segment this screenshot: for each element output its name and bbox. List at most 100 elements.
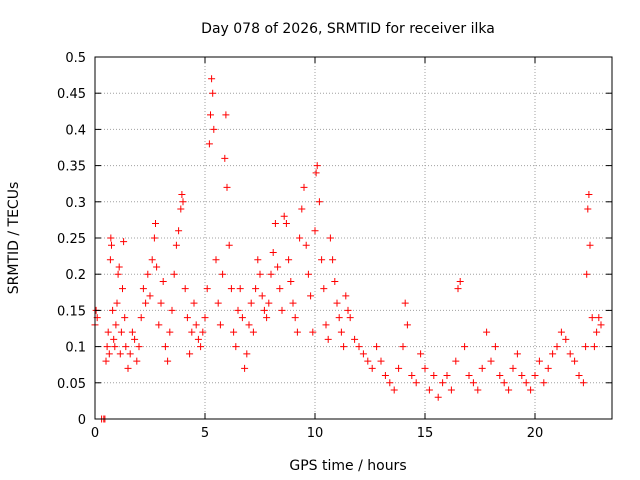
data-point: [333, 299, 341, 307]
data-point: [133, 357, 141, 365]
data-point: [104, 328, 112, 336]
data-point: [315, 198, 323, 206]
data-point: [227, 285, 235, 293]
data-point: [212, 256, 220, 264]
data-point: [177, 205, 185, 213]
data-point: [300, 183, 308, 191]
data-point: [478, 364, 486, 372]
y-tick-label: 0.05: [57, 377, 86, 392]
y-tick-label: 0.3: [65, 196, 86, 211]
data-point: [109, 306, 117, 314]
data-point: [377, 357, 385, 365]
data-point: [172, 241, 180, 249]
data-point: [108, 241, 115, 249]
data-point: [381, 372, 389, 380]
data-point: [128, 328, 136, 336]
data-point: [390, 386, 398, 394]
data-point: [562, 335, 570, 343]
data-point: [197, 343, 205, 351]
data-point: [139, 285, 147, 293]
data-point: [152, 220, 159, 228]
data-point: [221, 154, 229, 162]
data-point: [280, 212, 288, 220]
data-point: [287, 277, 295, 285]
data-point: [456, 277, 464, 285]
data-point: [386, 379, 394, 387]
data-point: [267, 270, 275, 278]
data-point: [355, 343, 363, 351]
data-point: [144, 270, 152, 278]
data-point: [263, 314, 271, 322]
x-tick-label: 10: [307, 426, 324, 441]
data-point: [117, 328, 125, 336]
data-point: [254, 256, 262, 264]
data-point: [190, 299, 198, 307]
data-point: [179, 198, 187, 206]
data-point: [318, 256, 326, 264]
data-point: [192, 321, 200, 329]
data-point: [575, 372, 583, 380]
data-point: [346, 314, 354, 322]
data-point: [111, 343, 119, 351]
data-point: [225, 241, 233, 249]
data-point: [298, 205, 306, 213]
data-point: [236, 285, 244, 293]
data-point: [234, 306, 242, 314]
y-tick-label: 0.4: [65, 123, 86, 138]
data-point: [121, 314, 129, 322]
data-point: [232, 343, 240, 351]
data-point: [274, 263, 282, 271]
data-point: [571, 357, 579, 365]
data-point: [452, 357, 460, 365]
data-point: [518, 372, 526, 380]
data-point: [465, 372, 473, 380]
data-point: [245, 321, 253, 329]
data-point: [344, 306, 352, 314]
data-point: [289, 299, 297, 307]
data-point: [454, 285, 462, 293]
data-point: [496, 372, 504, 380]
data-point: [247, 299, 255, 307]
data-point: [373, 343, 381, 351]
data-point: [131, 335, 139, 343]
data-point: [276, 285, 284, 293]
data-point: [527, 386, 535, 394]
data-point: [368, 364, 376, 372]
y-tick-label: 0.2: [65, 268, 86, 283]
data-point: [326, 234, 334, 242]
data-point: [335, 314, 343, 322]
data-point: [203, 285, 211, 293]
data-point: [170, 270, 178, 278]
data-point: [115, 263, 123, 271]
data-point: [364, 357, 372, 365]
data-point: [135, 343, 143, 351]
data-point: [119, 285, 126, 293]
data-point: [285, 256, 293, 264]
data-point: [126, 350, 134, 358]
data-point: [403, 321, 411, 329]
data-point: [155, 321, 163, 329]
data-point: [585, 191, 593, 199]
data-point: [105, 350, 113, 358]
data-point: [282, 220, 290, 228]
data-point: [112, 321, 120, 329]
data-point: [122, 343, 130, 351]
data-point: [425, 386, 433, 394]
data-point: [500, 379, 508, 387]
data-point: [243, 350, 251, 358]
data-point: [161, 343, 169, 351]
x-axis-title: GPS time / hours: [289, 458, 406, 474]
data-point: [588, 314, 596, 322]
data-point: [583, 270, 591, 278]
data-point: [342, 292, 350, 300]
data-point: [399, 343, 407, 351]
data-point: [103, 343, 111, 351]
data-point: [331, 277, 339, 285]
data-point: [252, 285, 260, 293]
data-point: [595, 314, 603, 322]
data-point: [443, 372, 451, 380]
data-point: [150, 234, 158, 242]
data-point: [461, 343, 469, 351]
data-point: [166, 328, 174, 336]
data-point: [408, 372, 416, 380]
